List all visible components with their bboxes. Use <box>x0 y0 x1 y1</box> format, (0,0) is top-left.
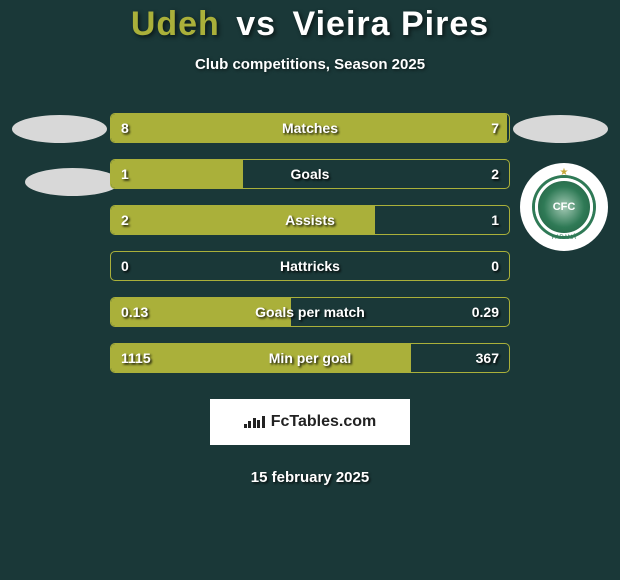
stat-row: 12Goals <box>110 159 510 189</box>
player2-name: Vieira Pires <box>293 5 490 43</box>
player1-name: Udeh <box>131 5 220 43</box>
club-badge-text: CFC <box>535 178 593 236</box>
stat-row: 87Matches <box>110 113 510 143</box>
stat-value-right: 2 <box>481 160 509 188</box>
stat-fill-left <box>111 114 507 142</box>
stat-value-left: 0 <box>111 252 139 280</box>
player1-photo-placeholder-top <box>12 115 107 143</box>
bar-chart-icon <box>244 416 265 428</box>
stat-row: 0 0Hattricks <box>110 251 510 281</box>
stat-fill-left <box>111 160 243 188</box>
stat-fill-left <box>111 206 375 234</box>
vs-label: vs <box>236 5 276 43</box>
date-label: 15 february 2025 <box>251 469 369 486</box>
brand-box[interactable]: FcTables.com <box>210 399 410 445</box>
stat-value-right: 0.29 <box>462 298 509 326</box>
stat-value-right: 1 <box>481 206 509 234</box>
page-title: Udeh vs Vieira Pires <box>131 5 489 44</box>
player1-photo-placeholder-bottom <box>25 168 120 196</box>
stat-fill-left <box>111 344 411 372</box>
subtitle: Club competitions, Season 2025 <box>195 56 425 73</box>
star-icon: ★ <box>560 167 569 178</box>
stat-value-right: 0 <box>481 252 509 280</box>
stat-value-right: 367 <box>466 344 509 372</box>
stat-row: 0.130.29Goals per match <box>110 297 510 327</box>
club-badge-subtext: PARANÁ <box>552 235 576 241</box>
brand-text: FcTables.com <box>271 413 377 431</box>
club-badge: ★ CFC PARANÁ <box>520 163 608 251</box>
stat-label: Hattricks <box>111 252 509 280</box>
stat-fill-left <box>111 298 291 326</box>
stat-row: 21Assists <box>110 205 510 235</box>
comparison-chart: ★ CFC PARANÁ 87Matches12Goals21Assists00… <box>0 113 620 486</box>
stat-row: 1115367Min per goal <box>110 343 510 373</box>
player2-photo-placeholder <box>513 115 608 143</box>
